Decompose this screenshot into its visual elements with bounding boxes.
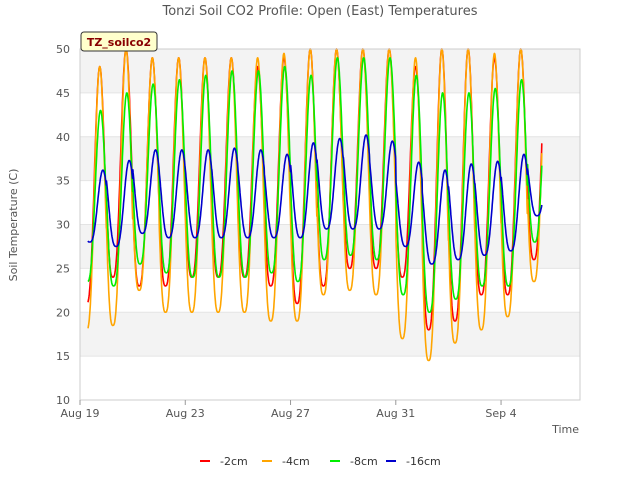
y-tick-label: 30 bbox=[56, 219, 70, 232]
grid-band bbox=[80, 312, 580, 357]
legend: -2cm -4cm -8cm -16cm bbox=[200, 455, 441, 468]
series-line-8cm bbox=[87, 56, 543, 314]
x-tick-label: Aug 23 bbox=[166, 407, 205, 420]
y-tick-label: 25 bbox=[56, 262, 70, 275]
x-tick-label: Aug 31 bbox=[376, 407, 415, 420]
y-tick-label: 45 bbox=[56, 87, 70, 100]
chart-title: Tonzi Soil CO2 Profile: Open (East) Temp… bbox=[161, 4, 477, 19]
station-label: TZ_soilco2 bbox=[87, 36, 151, 49]
x-tick-label: Aug 27 bbox=[271, 407, 310, 420]
x-tick-label: Aug 19 bbox=[61, 407, 100, 420]
x-axis: Aug 19 Aug 23 Aug 27 Aug 31 Sep 4 bbox=[61, 400, 517, 420]
grid-band bbox=[80, 356, 580, 400]
y-tick-label: 15 bbox=[56, 350, 70, 363]
x-tick-label: Sep 4 bbox=[485, 407, 516, 420]
y-tick-label: 10 bbox=[56, 394, 70, 407]
legend-label: -4cm bbox=[282, 455, 310, 468]
plot-frame bbox=[79, 48, 581, 401]
series-line-16cm bbox=[87, 134, 543, 265]
plot-lines bbox=[87, 48, 543, 362]
legend-label: -16cm bbox=[406, 455, 441, 468]
y-tick-label: 50 bbox=[56, 43, 70, 56]
legend-label: -2cm bbox=[220, 455, 248, 468]
y-tick-label: 20 bbox=[56, 306, 70, 319]
y-tick-label: 40 bbox=[56, 131, 70, 144]
station-label-box: TZ_soilco2 bbox=[80, 31, 158, 52]
y-axis-label: Soil Temperature (C) bbox=[7, 169, 20, 282]
x-axis-label: Time bbox=[551, 423, 579, 436]
y-tick-label: 35 bbox=[56, 175, 70, 188]
y-axis: 10 15 20 25 30 35 40 45 50 bbox=[56, 43, 70, 407]
legend-label: -8cm bbox=[350, 455, 378, 468]
